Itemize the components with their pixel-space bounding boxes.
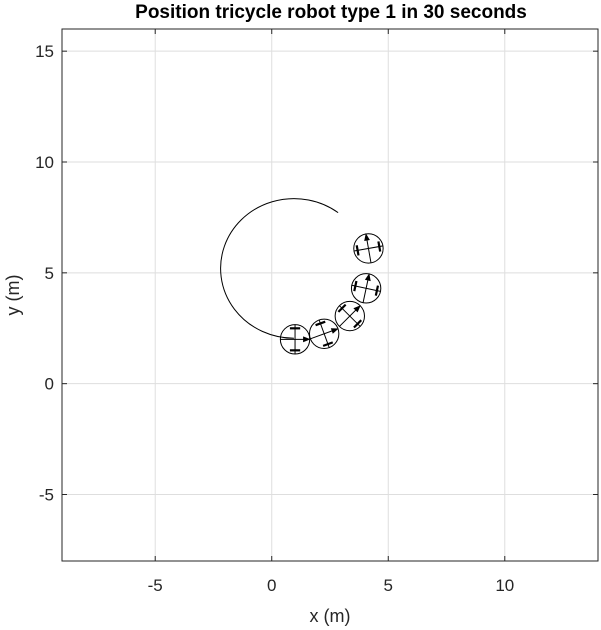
robot-heading-arrow	[303, 336, 311, 343]
robot-wheel	[353, 319, 363, 329]
robot-marker	[353, 233, 384, 264]
robot-wheel	[355, 245, 360, 256]
robot-marker	[350, 273, 382, 304]
robots	[279, 233, 384, 355]
robot-wheel	[353, 280, 358, 292]
ticks: -5 0 5 10 -5 0 5 10 15	[35, 29, 598, 595]
plot-frame	[61, 28, 599, 562]
y-tick-label: 5	[45, 264, 54, 283]
trajectory-arc	[220, 198, 339, 339]
robot-marker	[308, 318, 340, 349]
robot-heading-line	[339, 307, 359, 327]
grid	[62, 29, 598, 561]
robot-heading-arrow	[364, 273, 371, 282]
y-tick-label: -5	[39, 486, 54, 505]
x-axis-label: x (m)	[310, 606, 351, 626]
x-tick-label: 5	[384, 576, 393, 595]
robot-heading-arrow	[353, 305, 361, 313]
trajectory-path	[220, 198, 339, 339]
x-tick-label: 0	[267, 576, 276, 595]
robot-heading-arrow	[330, 328, 339, 334]
x-tick-label: 10	[495, 576, 514, 595]
robot-body	[334, 300, 365, 332]
y-tick-label: 15	[35, 42, 54, 61]
robot-wheel	[315, 320, 326, 327]
robot-heading-line	[365, 236, 372, 263]
robot-heading-line	[310, 329, 336, 340]
x-tick-label: -5	[148, 576, 163, 595]
y-tick-label: 10	[35, 153, 54, 172]
robot-heading-line	[362, 276, 370, 303]
robot-body	[308, 318, 340, 349]
robot-marker	[334, 300, 365, 332]
y-axis-label: y (m)	[3, 275, 23, 316]
chart-title: Position tricycle robot type 1 in 30 sec…	[135, 2, 527, 23]
robot-body	[353, 233, 384, 264]
robot-wheel	[374, 285, 380, 296]
robot-body	[350, 273, 382, 304]
robot-heading-arrow	[364, 233, 370, 241]
robot-wheel	[377, 241, 382, 252]
robot-wheel	[337, 303, 347, 313]
robot-wheel	[322, 341, 334, 347]
y-tick-label: 0	[45, 375, 54, 394]
robot-marker	[279, 324, 311, 355]
